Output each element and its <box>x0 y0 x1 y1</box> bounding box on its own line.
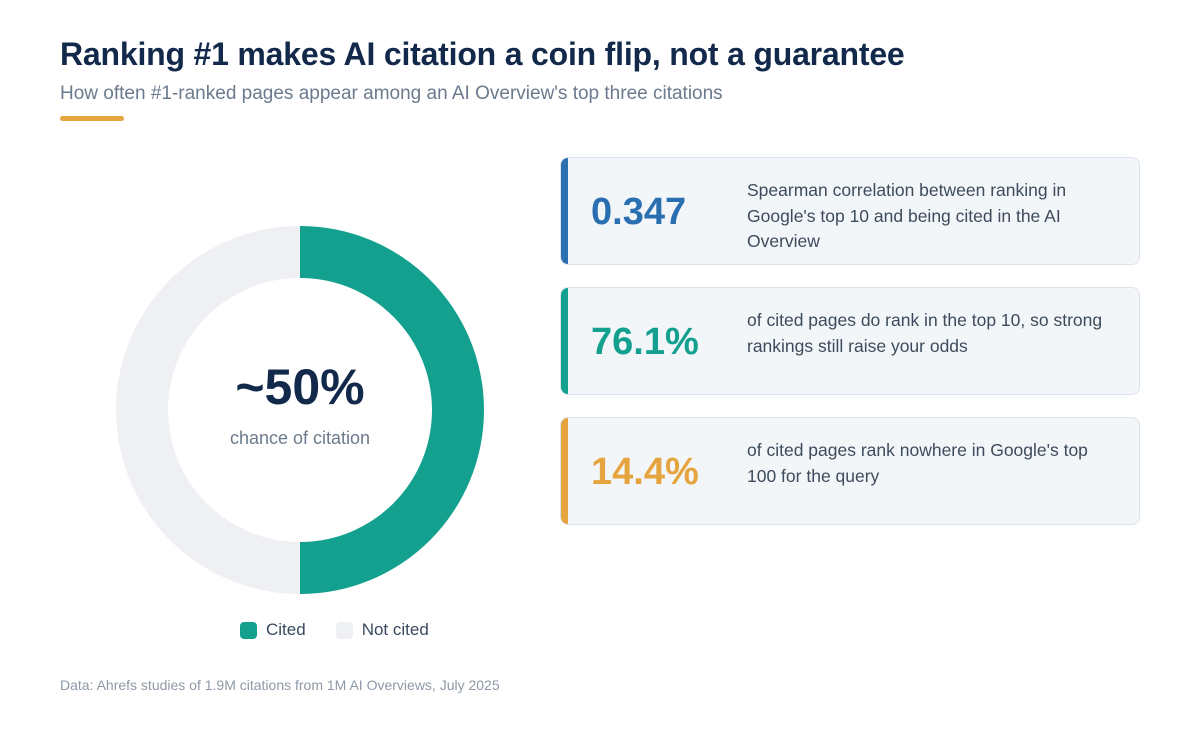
stat-description: of cited pages rank nowhere in Google's … <box>747 440 1088 486</box>
legend-item-not-cited: Not cited <box>335 620 429 640</box>
stat-value: 0.347 <box>591 190 687 233</box>
donut-slice-cited <box>300 226 484 594</box>
stat-card-stripe <box>561 418 568 524</box>
stat-card-stripe <box>561 288 568 394</box>
stat-description: Spearman correlation between ranking in … <box>747 180 1067 251</box>
donut-center-value: ~50% <box>235 359 365 415</box>
legend-swatch-not-cited <box>335 621 353 639</box>
stat-description: of cited pages do rank in the top 10, so… <box>747 310 1103 356</box>
page-title: Ranking #1 makes AI citation a coin flip… <box>60 36 905 72</box>
donut-svg <box>116 226 484 594</box>
stat-card-stripe <box>561 158 568 264</box>
stat-card-outside-top100: 14.4% of cited pages rank nowhere in Goo… <box>560 417 1140 525</box>
legend-label-not-cited: Not cited <box>361 620 429 639</box>
title-accent-bar <box>60 116 124 121</box>
legend-item-cited: Cited <box>240 620 306 640</box>
donut-center-label: chance of citation <box>229 428 371 448</box>
stat-card-correlation: 0.347 Spearman correlation between ranki… <box>560 157 1140 265</box>
page-subtitle: How often #1-ranked pages appear among a… <box>60 83 723 104</box>
chart-legend: Cited Not cited <box>240 620 459 640</box>
legend-swatch-cited <box>240 621 257 639</box>
stat-value: 14.4% <box>591 450 699 493</box>
legend-label-cited: Cited <box>266 620 306 639</box>
stat-value: 76.1% <box>591 320 699 363</box>
donut-chart: ~50% chance of citation <box>100 210 500 610</box>
source-note: Data: Ahrefs studies of 1.9M citations f… <box>60 677 500 693</box>
donut-slice-not-cited <box>116 226 300 594</box>
stat-card-top10: 76.1% of cited pages do rank in the top … <box>560 287 1140 395</box>
